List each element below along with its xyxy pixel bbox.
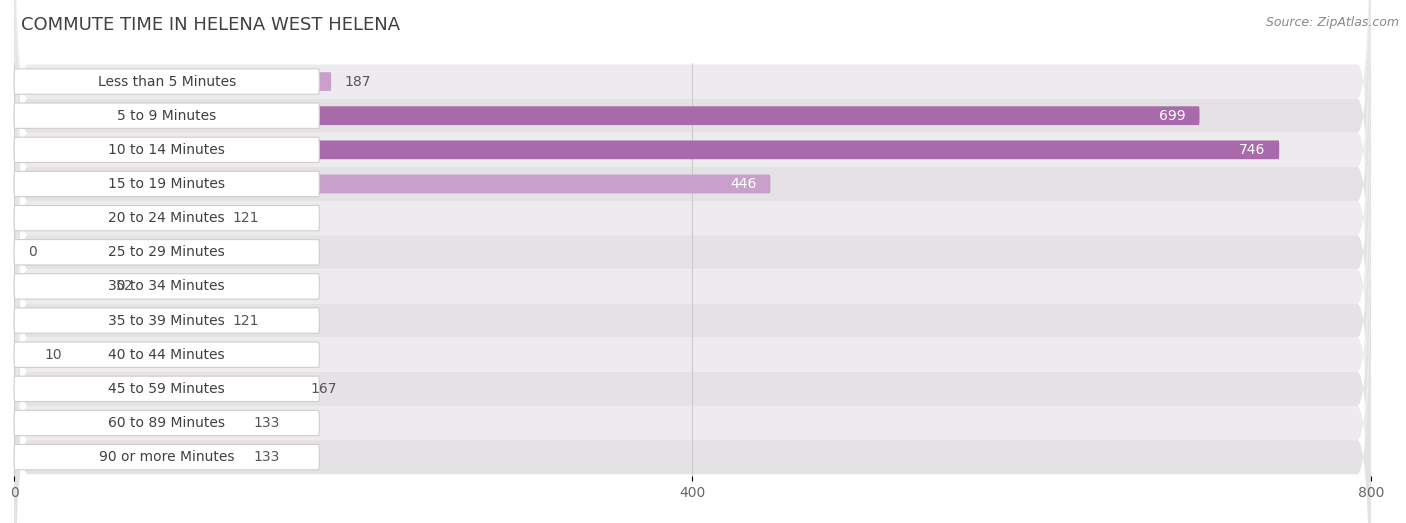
Text: COMMUTE TIME IN HELENA WEST HELENA: COMMUTE TIME IN HELENA WEST HELENA <box>21 16 401 33</box>
FancyBboxPatch shape <box>14 376 319 402</box>
Text: 5 to 9 Minutes: 5 to 9 Minutes <box>117 109 217 123</box>
FancyBboxPatch shape <box>14 0 1371 338</box>
FancyBboxPatch shape <box>14 0 1371 508</box>
Text: 45 to 59 Minutes: 45 to 59 Minutes <box>108 382 225 396</box>
Text: 121: 121 <box>233 211 259 225</box>
FancyBboxPatch shape <box>14 99 1371 523</box>
FancyBboxPatch shape <box>14 206 319 231</box>
FancyBboxPatch shape <box>14 103 319 128</box>
Text: 60 to 89 Minutes: 60 to 89 Minutes <box>108 416 225 430</box>
FancyBboxPatch shape <box>14 277 103 296</box>
Text: 133: 133 <box>253 450 280 464</box>
FancyBboxPatch shape <box>14 0 1371 474</box>
Text: 52: 52 <box>115 279 134 293</box>
FancyBboxPatch shape <box>14 30 1371 523</box>
Text: 20 to 24 Minutes: 20 to 24 Minutes <box>108 211 225 225</box>
FancyBboxPatch shape <box>14 345 31 364</box>
FancyBboxPatch shape <box>14 172 319 197</box>
FancyBboxPatch shape <box>14 137 319 163</box>
FancyBboxPatch shape <box>14 240 319 265</box>
Text: 187: 187 <box>344 75 371 88</box>
FancyBboxPatch shape <box>14 445 319 470</box>
FancyBboxPatch shape <box>14 64 1371 523</box>
FancyBboxPatch shape <box>14 141 1279 159</box>
Text: 35 to 39 Minutes: 35 to 39 Minutes <box>108 314 225 327</box>
FancyBboxPatch shape <box>14 308 319 333</box>
FancyBboxPatch shape <box>14 342 319 367</box>
FancyBboxPatch shape <box>14 414 239 433</box>
FancyBboxPatch shape <box>14 0 1371 440</box>
Text: 30 to 34 Minutes: 30 to 34 Minutes <box>108 279 225 293</box>
FancyBboxPatch shape <box>14 167 1371 523</box>
Text: 133: 133 <box>253 416 280 430</box>
Text: 446: 446 <box>731 177 756 191</box>
FancyBboxPatch shape <box>14 380 297 398</box>
FancyBboxPatch shape <box>14 175 770 194</box>
Text: 699: 699 <box>1160 109 1187 123</box>
FancyBboxPatch shape <box>14 106 1199 125</box>
Text: 10 to 14 Minutes: 10 to 14 Minutes <box>108 143 225 157</box>
Text: 10: 10 <box>45 348 62 362</box>
Text: 121: 121 <box>233 314 259 327</box>
Text: 15 to 19 Minutes: 15 to 19 Minutes <box>108 177 225 191</box>
FancyBboxPatch shape <box>14 311 219 330</box>
FancyBboxPatch shape <box>14 448 239 467</box>
Text: Source: ZipAtlas.com: Source: ZipAtlas.com <box>1265 16 1399 29</box>
Text: 746: 746 <box>1239 143 1265 157</box>
FancyBboxPatch shape <box>14 72 332 91</box>
FancyBboxPatch shape <box>14 69 319 94</box>
Text: Less than 5 Minutes: Less than 5 Minutes <box>97 75 236 88</box>
Text: 40 to 44 Minutes: 40 to 44 Minutes <box>108 348 225 362</box>
FancyBboxPatch shape <box>14 201 1371 523</box>
Text: 90 or more Minutes: 90 or more Minutes <box>98 450 235 464</box>
Text: 167: 167 <box>311 382 337 396</box>
FancyBboxPatch shape <box>14 133 1371 523</box>
FancyBboxPatch shape <box>14 0 1371 406</box>
FancyBboxPatch shape <box>14 209 219 228</box>
FancyBboxPatch shape <box>14 411 319 436</box>
FancyBboxPatch shape <box>14 274 319 299</box>
FancyBboxPatch shape <box>14 0 1371 372</box>
Text: 25 to 29 Minutes: 25 to 29 Minutes <box>108 245 225 259</box>
Text: 0: 0 <box>28 245 37 259</box>
